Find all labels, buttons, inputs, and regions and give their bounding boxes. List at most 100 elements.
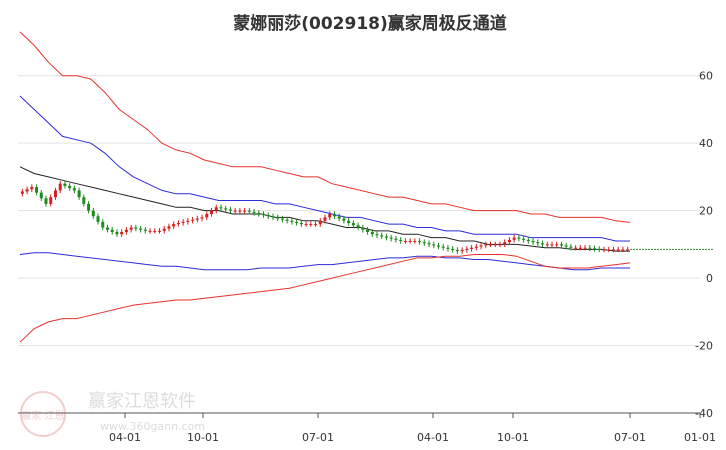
candle-body	[607, 249, 611, 251]
candle-body	[403, 240, 407, 242]
candle-body	[626, 249, 630, 251]
watermark-name: 赢家江恩软件	[88, 390, 196, 412]
candle-body	[375, 234, 379, 236]
candle-body	[25, 189, 29, 192]
candle-body	[536, 242, 540, 244]
watermark: 赢家 江恩 赢家江恩软件 www.360gann.com	[20, 390, 205, 437]
grid	[18, 75, 700, 414]
candle-body	[465, 248, 469, 250]
candle-body	[49, 197, 53, 204]
candle-body	[517, 237, 521, 239]
candle-body	[110, 229, 114, 232]
candle-body	[441, 246, 445, 248]
candle-body	[574, 247, 578, 249]
candle-body	[243, 210, 247, 212]
candle-body	[602, 249, 606, 251]
lower-outer-band	[19, 254, 631, 343]
candle-body	[541, 243, 545, 245]
candle-body	[162, 228, 166, 231]
candle-body	[460, 249, 464, 252]
candle-body	[299, 223, 303, 225]
candle-body	[257, 212, 261, 215]
candle-body	[616, 249, 620, 251]
candle-body	[238, 210, 242, 212]
candle-body	[512, 237, 516, 240]
candle-body	[304, 224, 308, 226]
candle-body	[186, 220, 190, 222]
candle-body	[351, 223, 355, 226]
candle-body	[399, 239, 403, 241]
watermark-seal-text: 赢家 江恩	[21, 409, 64, 422]
candle-body	[593, 248, 597, 250]
candle-body	[181, 221, 185, 224]
candle-body	[479, 245, 483, 247]
upper-inner-band	[19, 95, 630, 242]
candle-body	[96, 216, 100, 222]
candle-body	[489, 244, 493, 246]
y-tick-label: 40	[699, 137, 713, 150]
candle-body	[129, 227, 133, 230]
candle-body	[191, 219, 195, 221]
candle-body	[120, 231, 124, 235]
candle-body	[195, 218, 199, 220]
candle-body	[569, 246, 573, 248]
x-tick-label: 04-01	[417, 431, 449, 444]
x-tick-label: 07-01	[614, 431, 646, 444]
candle-body	[39, 192, 43, 199]
candle-body	[550, 244, 554, 246]
candle-body	[427, 243, 431, 245]
candle-body	[53, 190, 57, 198]
candle-body	[337, 216, 341, 219]
candle-body	[72, 188, 76, 191]
candle-body	[455, 249, 459, 252]
candle-body	[219, 207, 223, 209]
y-tick-label: -20	[695, 340, 713, 353]
lower-inner-band	[19, 252, 630, 271]
x-tick-label: 04-01	[109, 431, 141, 444]
y-tick-label: 20	[699, 205, 713, 218]
x-tick-label: 10-01	[497, 431, 529, 444]
candle-body	[91, 210, 95, 217]
candle-body	[68, 185, 72, 189]
candle-body	[384, 236, 388, 238]
candle-body	[309, 224, 313, 226]
candle-body	[105, 227, 109, 230]
candle-body	[266, 215, 270, 217]
chart-title: 蒙娜丽莎(002918)赢家周极反通道	[233, 13, 507, 34]
candle-body	[77, 190, 81, 198]
candle-body	[418, 240, 422, 243]
candle-body	[124, 229, 128, 232]
candle-body	[484, 244, 488, 246]
candle-body	[63, 183, 67, 186]
candle-body	[413, 240, 417, 242]
candle-body	[228, 209, 232, 211]
x-tick-label: 01-01	[684, 431, 716, 444]
candle-body	[332, 214, 336, 217]
candle-body	[44, 198, 48, 204]
candle-body	[436, 245, 440, 247]
candle-body	[290, 220, 294, 222]
candle-body	[271, 216, 275, 218]
upper-outer-band	[19, 31, 631, 223]
candle-body	[280, 218, 284, 220]
candle-body	[578, 247, 582, 249]
candle-body	[559, 244, 563, 246]
candle-body	[422, 242, 426, 244]
candle-body	[247, 210, 251, 212]
candle-body	[148, 230, 152, 232]
candle-body	[356, 225, 360, 228]
candle-body	[583, 247, 587, 249]
candle-body	[555, 244, 559, 246]
candle-body	[285, 219, 289, 221]
price-candles	[20, 180, 630, 254]
candle-body	[432, 244, 436, 246]
candle-body	[115, 231, 119, 235]
candle-body	[318, 220, 322, 225]
candle-body	[314, 224, 318, 226]
candle-body	[588, 247, 592, 249]
candle-body	[347, 220, 351, 224]
candle-body	[621, 249, 625, 251]
candle-body	[134, 227, 138, 229]
candle-body	[370, 231, 374, 235]
watermark-seal-icon	[20, 391, 66, 437]
